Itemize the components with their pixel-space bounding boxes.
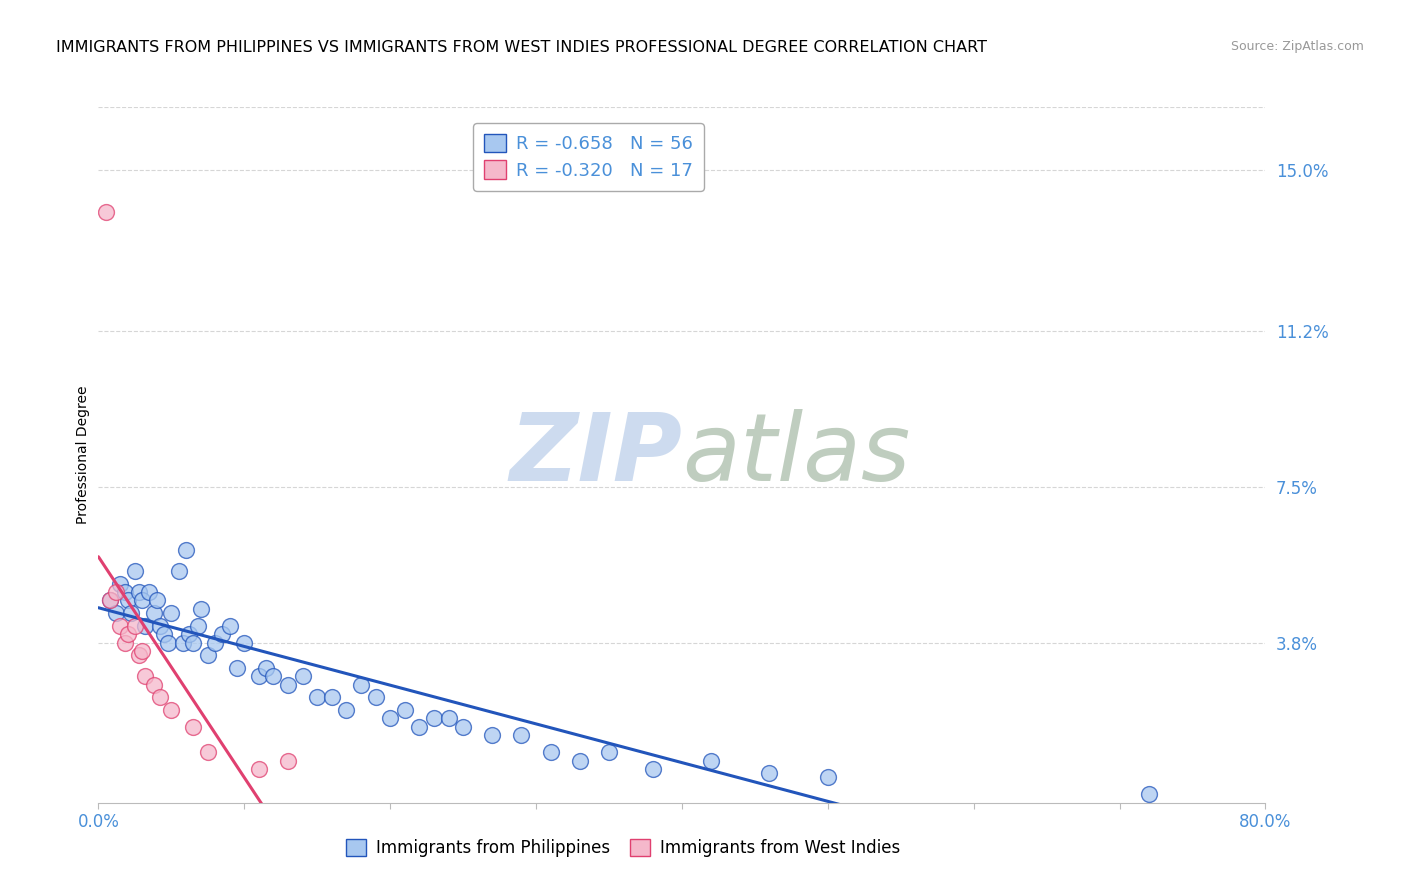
Point [134,669,156,683]
Point [131,644,153,658]
Point [128,585,150,599]
Point [307,690,329,705]
Legend: Immigrants from Philippines, Immigrants from West Indies: Immigrants from Philippines, Immigrants … [340,832,907,864]
Point [700,754,723,768]
Point [568,754,591,768]
Point [117,627,139,641]
Point [758,766,780,780]
Text: Source: ZipAtlas.com: Source: ZipAtlas.com [1230,40,1364,54]
Point [262,669,284,683]
Point [138,585,160,599]
Point [408,720,430,734]
Point [335,703,357,717]
Point [124,564,146,578]
Point [598,745,620,759]
Point [157,635,180,649]
Point [437,711,460,725]
Text: IMMIGRANTS FROM PHILIPPINES VS IMMIGRANTS FROM WEST INDIES PROFESSIONAL DEGREE C: IMMIGRANTS FROM PHILIPPINES VS IMMIGRANT… [56,40,987,55]
Point [394,703,416,717]
Point [124,618,146,632]
Point [197,745,219,759]
Point [146,593,169,607]
Point [104,585,127,599]
Text: ZIP: ZIP [509,409,682,501]
Point [167,564,190,578]
Point [451,720,474,734]
Point [218,618,240,632]
Point [153,627,176,641]
Point [131,593,153,607]
Point [110,576,132,591]
Point [181,720,204,734]
Point [114,585,136,599]
Point [94,205,117,219]
Point [540,745,562,759]
Point [510,728,533,742]
Point [423,711,446,725]
Point [817,771,839,785]
Point [277,678,299,692]
Point [380,711,402,725]
Point [160,606,183,620]
Point [98,593,121,607]
Point [181,635,204,649]
Point [134,618,156,632]
Point [160,703,183,717]
Point [1137,788,1160,802]
Point [364,690,387,705]
Point [149,618,172,632]
Point [120,606,142,620]
Point [321,690,343,705]
Point [350,678,373,692]
Point [277,754,299,768]
Point [110,618,132,632]
Point [114,635,136,649]
Point [481,728,503,742]
Point [226,661,249,675]
Point [104,606,127,620]
Text: atlas: atlas [682,409,910,500]
Point [197,648,219,663]
Point [142,678,165,692]
Point [177,627,200,641]
Point [204,635,226,649]
Point [211,627,233,641]
Point [128,648,150,663]
Point [233,635,256,649]
Y-axis label: Professional Degree: Professional Degree [76,385,90,524]
Point [291,669,314,683]
Point [117,593,139,607]
Point [190,602,212,616]
Point [641,762,664,776]
Point [174,542,197,557]
Point [149,690,172,705]
Point [247,762,270,776]
Point [247,669,270,683]
Point [172,635,194,649]
Point [187,618,209,632]
Point [142,606,165,620]
Point [98,593,121,607]
Point [254,661,277,675]
